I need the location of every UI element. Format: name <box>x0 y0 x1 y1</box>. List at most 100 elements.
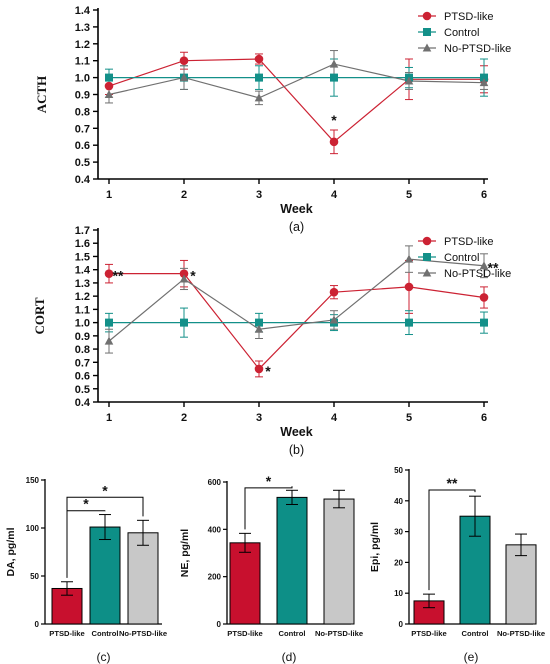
y-tick-label: 50 <box>394 466 403 475</box>
x-axis-label: Week <box>280 425 312 439</box>
y-tick-label: 1.3 <box>75 278 90 290</box>
panel-label: (c) <box>97 650 111 664</box>
data-point-control <box>180 318 188 327</box>
x-tick-label: 3 <box>256 189 262 201</box>
y-axis-label: ACTH <box>34 76 49 114</box>
panel-c-da-bar-chart: 0 50 100 150 DA, pg/ml PTSD-like Control No-PTS… <box>5 476 167 664</box>
error-bar <box>333 489 345 509</box>
series-line-no-ptsd-like <box>108 258 485 342</box>
error-bar <box>61 581 73 596</box>
bar-no-ptsd-like <box>505 544 537 625</box>
significance-marker: * <box>190 268 196 284</box>
data-point-ptsd-like <box>254 54 264 64</box>
x-axis-label: Week <box>280 202 312 216</box>
data-point-no-ptsd-like <box>104 90 114 98</box>
x-tick-label: No-PTSD-like <box>119 629 167 638</box>
y-tick-label: 0.4 <box>75 174 91 186</box>
panel-e-epi-bar-chart: 0 10 20 30 40 50 Epi, pg/ml PTSD-like Control No-… <box>369 466 545 664</box>
panel-label: (e) <box>464 650 479 664</box>
error-bar <box>423 593 435 609</box>
y-tick-label: 1.4 <box>75 265 91 277</box>
panel-label: (a) <box>289 220 304 234</box>
y-tick-label: 200 <box>208 573 222 582</box>
data-point-ptsd-like <box>179 269 189 278</box>
series-line-ptsd-like <box>109 273 485 370</box>
x-tick-label: 1 <box>106 412 112 424</box>
data-point-ptsd-like <box>254 364 264 374</box>
data-point-no-ptsd-like <box>479 261 489 270</box>
legend-marker <box>422 11 432 21</box>
significance-marker: * <box>102 482 108 498</box>
x-tick-label: 6 <box>481 412 487 424</box>
y-tick-label: 0 <box>399 620 404 629</box>
x-tick-label: PTSD-like <box>411 629 446 638</box>
y-tick-label: 0.9 <box>75 331 90 343</box>
y-tick-label: 30 <box>394 528 403 537</box>
legend-marker <box>423 28 431 36</box>
y-tick-label: 0 <box>217 620 222 629</box>
y-tick-label: 0.8 <box>75 344 90 356</box>
y-tick-label: 1.1 <box>75 304 90 316</box>
y-tick-label: 0 <box>35 620 40 629</box>
data-point-no-ptsd-like <box>329 59 339 68</box>
legend-label: PTSD-like <box>444 236 494 248</box>
y-axis-label: NE, pg/ml <box>179 529 191 578</box>
data-point-no-ptsd-like <box>404 254 414 263</box>
bar-no-ptsd-like <box>323 498 355 625</box>
data-point-no-ptsd-like <box>179 73 189 82</box>
error-bar <box>469 495 481 537</box>
panel-label: (b) <box>289 443 304 457</box>
y-tick-label: 0.5 <box>75 157 90 169</box>
panel-a-acth-line-chart: 0.4 0.5 0.6 0.7 0.8 0.9 1.0 1.1 1.2 1.3 1.4 1 2 3 4 5 6 W… <box>34 5 511 234</box>
y-tick-label: 1.5 <box>75 251 90 263</box>
y-tick-label: 0.5 <box>75 384 90 396</box>
data-point-no-ptsd-like <box>254 324 264 333</box>
y-tick-label: 1.2 <box>75 39 90 51</box>
y-tick-label: 10 <box>394 589 403 598</box>
data-point-ptsd-like <box>104 269 114 278</box>
series-line-no-ptsd-like <box>108 63 485 99</box>
y-tick-label: 0.9 <box>75 90 90 102</box>
y-axis-label: CORT <box>32 297 47 334</box>
legend-label: No-PTSD-like <box>444 268 511 280</box>
data-point-control <box>255 318 263 327</box>
y-tick-label: 20 <box>394 558 403 567</box>
y-tick-label: 0.4 <box>75 397 91 409</box>
x-tick-label: Control <box>462 629 489 638</box>
y-axis-label: Epi, pg/ml <box>369 522 381 572</box>
y-tick-label: 0.7 <box>75 357 90 369</box>
legend-label: No-PTSD-like <box>444 43 511 55</box>
data-point-no-ptsd-like <box>254 93 264 102</box>
significance-marker: ** <box>113 268 124 284</box>
significance-marker: * <box>266 473 272 489</box>
legend-label: PTSD-like <box>444 11 494 23</box>
data-point-ptsd-like <box>329 287 339 297</box>
data-point-control <box>330 73 338 82</box>
x-tick-label: 6 <box>481 189 487 201</box>
y-tick-label: 0.6 <box>75 140 90 152</box>
x-tick-label: Control <box>279 629 306 638</box>
data-point-ptsd-like <box>104 81 114 91</box>
y-tick-label: 1.1 <box>75 56 90 68</box>
data-point-ptsd-like <box>179 56 189 65</box>
y-tick-label: 40 <box>394 497 403 506</box>
x-tick-label: PTSD-like <box>49 629 84 638</box>
error-bar <box>515 533 527 557</box>
y-tick-label: 400 <box>208 525 222 534</box>
data-point-control <box>480 318 488 327</box>
y-tick-label: 0.8 <box>75 106 90 118</box>
error-bar <box>137 519 149 546</box>
legend-label: Control <box>444 252 479 264</box>
data-point-no-ptsd-like <box>404 76 414 85</box>
x-tick-label: PTSD-like <box>227 629 262 638</box>
data-point-no-ptsd-like <box>479 78 489 87</box>
significance-marker: * <box>331 112 337 128</box>
significance-marker: ** <box>488 260 499 276</box>
x-tick-label: 3 <box>256 412 262 424</box>
y-tick-label: 1.2 <box>75 291 90 303</box>
data-point-no-ptsd-like <box>329 315 339 324</box>
legend-label: Control <box>444 27 479 39</box>
y-tick-label: 1.7 <box>75 225 90 237</box>
y-tick-label: 50 <box>30 572 39 581</box>
